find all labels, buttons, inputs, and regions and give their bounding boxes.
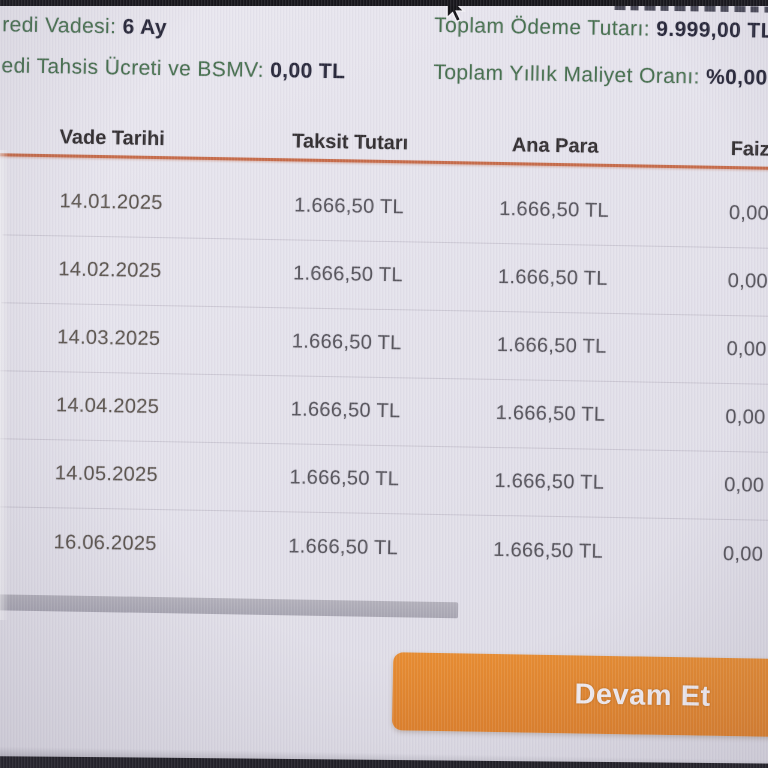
annual-cost-rate-line: Toplam Yıllık Maliyet Oranı: %0,00 xyxy=(433,61,768,91)
allocation-fee-line: edi Tahsis Ücreti ve BSMV: 0,00 TL xyxy=(1,54,345,84)
interest-cell: 0,00 xyxy=(724,473,765,497)
interest-cell: 0,00 xyxy=(728,201,768,225)
annual-cost-rate-label: Toplam Yıllık Maliyet Oranı: xyxy=(433,60,701,89)
installment-cell: 1.666,50 TL xyxy=(290,398,401,423)
photo-top-edge xyxy=(0,0,768,6)
due-date-cell: 16.06.2025 xyxy=(53,530,157,555)
column-header-principal: Ana Para xyxy=(511,133,599,158)
column-header-interest: Faiz xyxy=(730,137,768,161)
principal-cell: 1.666,50 TL xyxy=(493,538,604,563)
due-date-cell: 14.03.2025 xyxy=(57,326,161,351)
installment-cell: 1.666,50 TL xyxy=(289,466,400,491)
total-payment-label: Toplam Ödeme Tutarı: xyxy=(434,13,651,41)
principal-cell: 1.666,50 TL xyxy=(494,469,605,494)
total-payment-value: 9.999,00 TL xyxy=(656,17,768,43)
installment-cell: 1.666,50 TL xyxy=(292,262,403,287)
principal-cell: 1.666,50 TL xyxy=(495,401,606,426)
interest-cell: 0,00 xyxy=(725,405,766,429)
installment-cell: 1.666,50 TL xyxy=(288,534,399,559)
loan-term-label: redi Vadesi: xyxy=(2,13,117,39)
due-date-cell: 14.02.2025 xyxy=(58,258,162,283)
due-date-cell: 14.04.2025 xyxy=(55,394,160,419)
installment-cell: 1.666,50 TL xyxy=(294,194,405,219)
due-date-cell: 14.05.2025 xyxy=(54,462,159,487)
column-header-due-date: Vade Tarihi xyxy=(59,125,166,150)
column-header-installment: Taksit Tutarı xyxy=(292,129,409,154)
horizontal-scrollbar-thumb[interactable] xyxy=(0,594,459,619)
continue-button[interactable]: Devam Et xyxy=(391,652,768,739)
principal-cell: 1.666,50 TL xyxy=(496,333,607,358)
loan-term-value: 6 Ay xyxy=(122,15,168,40)
due-date-cell: 14.01.2025 xyxy=(59,190,163,215)
loan-term-line: redi Vadesi: 6 Ay xyxy=(2,13,167,40)
total-payment-line: Toplam Ödeme Tutarı: 9.999,00 TL xyxy=(434,14,768,44)
allocation-fee-label: edi Tahsis Ücreti ve BSMV: xyxy=(1,54,265,82)
allocation-fee-value: 0,00 TL xyxy=(270,58,346,84)
installment-cell: 1.666,50 TL xyxy=(291,330,402,355)
principal-cell: 1.666,50 TL xyxy=(497,265,608,290)
interest-cell: 0,00 xyxy=(726,337,767,361)
interest-cell: 0,00 xyxy=(722,542,764,566)
table-row: 16.06.2025 1.666,50 TL 1.666,50 TL 0,00 xyxy=(0,507,768,590)
interest-cell: 0,00 xyxy=(727,269,768,293)
annual-cost-rate-value: %0,00 xyxy=(705,65,768,90)
principal-cell: 1.666,50 TL xyxy=(499,197,610,222)
payment-schedule-table: 14.01.2025 1.666,50 TL 1.666,50 TL 0,00 … xyxy=(0,167,768,590)
